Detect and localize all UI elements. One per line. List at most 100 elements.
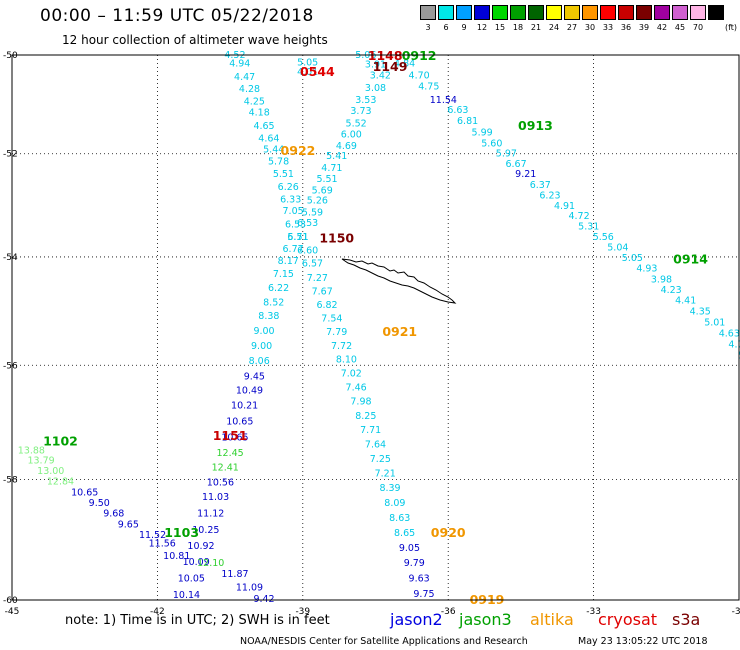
swh-value: 5.78 bbox=[268, 156, 289, 167]
pass-time-label: 0913 bbox=[518, 118, 553, 133]
pass-time-label: 1102 bbox=[43, 434, 78, 449]
swh-value: 8.10 bbox=[336, 355, 357, 366]
scale-label: 33 bbox=[602, 23, 614, 32]
swh-value: 4.91 bbox=[554, 201, 575, 212]
swh-value: 9.65 bbox=[118, 519, 139, 530]
swh-value: 6.77 bbox=[283, 244, 304, 255]
swh-value: 4.25 bbox=[244, 96, 265, 107]
swh-value: 10.56 bbox=[207, 477, 234, 488]
swh-value: 7.15 bbox=[273, 269, 294, 280]
swh-value: 3.53 bbox=[355, 95, 376, 106]
swh-value: 6.26 bbox=[278, 182, 299, 193]
swh-value: 7.54 bbox=[321, 314, 342, 325]
swh-value: 9.00 bbox=[253, 326, 274, 337]
swh-value: 11.52 bbox=[139, 530, 166, 541]
scale-swatch bbox=[474, 5, 490, 20]
pass-time-label: 0922 bbox=[281, 143, 316, 158]
swh-value: 8.09 bbox=[384, 498, 405, 509]
scale-swatch bbox=[420, 5, 436, 20]
swh-value: 9.68 bbox=[103, 509, 124, 520]
scale-swatch bbox=[438, 5, 454, 20]
swh-value: 13.00 bbox=[37, 466, 64, 477]
swh-value: 5.99 bbox=[472, 128, 493, 139]
swh-value: 12.41 bbox=[212, 463, 239, 474]
scale-label: 36 bbox=[620, 23, 632, 32]
pass-time-label: 1151 bbox=[213, 428, 248, 443]
south-georgia-coastline bbox=[341, 258, 457, 304]
map-axes: -45 -42 -39 -36 -33 -30 -50 -52 -54 -56 -58 -60 bbox=[3, 51, 740, 617]
swh-value: 4.70 bbox=[409, 70, 430, 81]
swh-value: 5.51 bbox=[316, 174, 337, 185]
footer-legend: note: 1) Time is in UTC; 2) SWH is in fe… bbox=[0, 610, 740, 633]
lat-tick-label: -50 bbox=[3, 51, 18, 61]
swh-value: 5.04 bbox=[607, 242, 628, 253]
swh-value: 4.72 bbox=[568, 211, 589, 222]
scale-label: 24 bbox=[548, 23, 560, 32]
swh-value: 4.75 bbox=[418, 82, 439, 93]
swh-value: 9.42 bbox=[253, 594, 274, 605]
swh-value: 10.05 bbox=[178, 573, 205, 584]
scale-swatch bbox=[636, 5, 652, 20]
swh-value: 4.63 bbox=[719, 328, 740, 339]
swh-value: 5.56 bbox=[593, 232, 614, 243]
swh-value: 9.00 bbox=[251, 341, 272, 352]
altimeter-tracks: 4.524.944.474.284.254.184.654.645.445.78… bbox=[18, 50, 740, 605]
map-frame bbox=[11, 54, 740, 601]
scale-label: 27 bbox=[566, 23, 578, 32]
swh-value: 13.88 bbox=[18, 445, 45, 456]
map-subtitle: 12 hour collection of altimeter wave hei… bbox=[62, 33, 328, 47]
swh-value: 10.14 bbox=[173, 590, 200, 601]
scale-swatch bbox=[618, 5, 634, 20]
map-title: 00:00 – 11:59 UTC 05/22/2018 bbox=[40, 6, 314, 26]
lon-tick-label: -45 bbox=[5, 607, 20, 617]
swh-value: 5.59 bbox=[302, 207, 323, 218]
swh-value: 7.67 bbox=[312, 287, 333, 298]
swh-value: 6.33 bbox=[280, 195, 301, 206]
swh-value: 9.21 bbox=[515, 169, 536, 180]
swh-value: 4.18 bbox=[249, 108, 270, 119]
swh-value: 7.21 bbox=[375, 469, 396, 480]
swh-value: 3.73 bbox=[350, 106, 371, 117]
swh-value: 10.21 bbox=[231, 401, 258, 412]
swh-value: 8.38 bbox=[258, 311, 279, 322]
scale-label: 6 bbox=[443, 23, 449, 32]
swh-value: 7.79 bbox=[326, 327, 347, 338]
swh-value: 12.45 bbox=[216, 448, 243, 459]
swh-value: 6.63 bbox=[447, 105, 468, 116]
scale-label: 45 bbox=[674, 23, 686, 32]
swh-value: 8.52 bbox=[263, 297, 284, 308]
swh-value: 11.03 bbox=[202, 492, 229, 503]
swh-value: 5.51 bbox=[287, 232, 308, 243]
swh-value: 10.49 bbox=[236, 385, 263, 396]
swh-value: 5.60 bbox=[481, 139, 502, 150]
swh-value: 3.98 bbox=[651, 274, 672, 285]
lon-tick-label: -42 bbox=[150, 607, 165, 617]
scale-label: 42 bbox=[656, 23, 668, 32]
pass-time-labels: 0544114811490912091309221150091409211102… bbox=[43, 48, 708, 607]
scale-swatch bbox=[600, 5, 616, 20]
swh-value: 10.92 bbox=[187, 541, 214, 552]
swh-value: 4.79 bbox=[728, 339, 740, 350]
scale-swatch bbox=[456, 5, 472, 20]
legend-jason2: jason2 bbox=[390, 610, 443, 629]
swh-value: 6.37 bbox=[530, 180, 551, 191]
legend-jason3: jason3 bbox=[459, 610, 512, 629]
swh-value: 9.05 bbox=[399, 543, 420, 554]
generation-timestamp: May 23 13:05:22 UTC 2018 bbox=[578, 636, 708, 647]
swh-value: 9.50 bbox=[89, 498, 110, 509]
swh-value: 4.23 bbox=[661, 285, 682, 296]
swh-value: 8.25 bbox=[355, 411, 376, 422]
pass-time-label: 0920 bbox=[431, 525, 466, 540]
lon-tick-label: -33 bbox=[586, 607, 601, 617]
swh-value: 5.05 bbox=[622, 253, 643, 264]
swh-value: 5.51 bbox=[273, 169, 294, 180]
swh-value: 6.22 bbox=[268, 283, 289, 294]
swh-value: 7.72 bbox=[331, 341, 352, 352]
scale-swatch bbox=[564, 5, 580, 20]
credit-line: NOAA/NESDIS Center for Satellite Applica… bbox=[240, 636, 528, 647]
swh-value: 4.41 bbox=[675, 296, 696, 307]
swh-value: 4.93 bbox=[636, 264, 657, 275]
pass-time-label: 0914 bbox=[673, 252, 708, 267]
swh-value: 7.02 bbox=[341, 369, 362, 380]
